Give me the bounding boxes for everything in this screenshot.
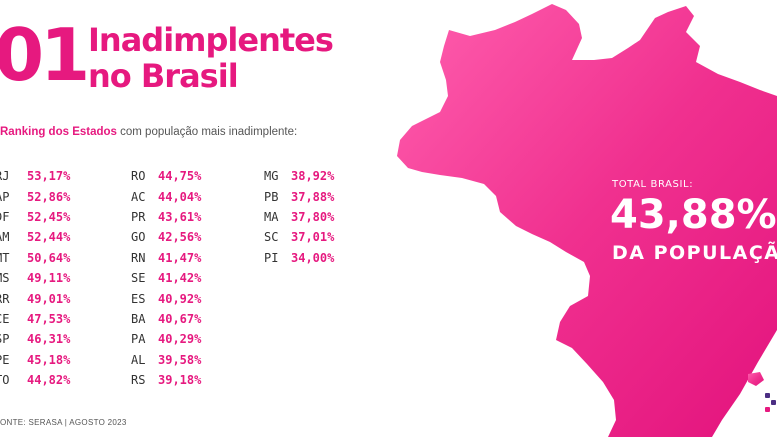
state-code: AM — [0, 230, 10, 245]
state-percentage: 45,18% — [27, 352, 71, 367]
ranking-row: PI 34,00% — [264, 248, 334, 268]
ranking-row: DF 52,45% — [0, 207, 70, 227]
state-code: DF — [0, 209, 10, 224]
state-percentage: 41,42% — [158, 271, 202, 286]
state-percentage: 39,18% — [158, 373, 202, 388]
state-code: GO — [131, 230, 146, 245]
state-code: SP — [0, 332, 10, 347]
ranking-row: SP 46,31% — [0, 329, 70, 349]
state-code: RN — [131, 250, 146, 265]
state-percentage: 44,82% — [27, 373, 71, 388]
state-code: AP — [0, 189, 10, 204]
ranking-row: SC 37,01% — [264, 227, 334, 247]
state-code: RO — [131, 169, 146, 184]
state-percentage: 44,75% — [158, 169, 202, 184]
state-percentage: 53,17% — [27, 169, 71, 184]
state-code: PR — [131, 209, 146, 224]
ranking-row: BA 40,67% — [131, 309, 201, 329]
state-code: RR — [0, 291, 10, 306]
brand-logo-icon — [765, 393, 776, 412]
ranking-row: SE 41,42% — [131, 268, 201, 288]
ranking-row: AL 39,58% — [131, 350, 201, 370]
state-code: PI — [264, 250, 279, 265]
state-code: SC — [264, 230, 279, 245]
state-code: MA — [264, 209, 279, 224]
state-code: MG — [264, 169, 279, 184]
state-percentage: 38,92% — [291, 169, 335, 184]
state-code: CE — [0, 311, 10, 326]
ranking-row: ES 40,92% — [131, 288, 201, 308]
state-percentage: 52,86% — [27, 189, 71, 204]
ranking-subtitle-highlight: Ranking dos Estados — [0, 126, 117, 138]
state-code: BA — [131, 311, 146, 326]
ranking-row: MG 38,92% — [264, 166, 334, 186]
total-label: TOTAL BRASIL: — [612, 179, 694, 190]
state-percentage: 40,92% — [158, 291, 202, 306]
ranking-row: RJ 53,17% — [0, 166, 70, 186]
page-title: Inadimplentes no Brasil — [88, 21, 334, 95]
ranking-row: MS 49,11% — [0, 268, 70, 288]
title-line-1: Inadimplentes — [88, 21, 334, 59]
title-line-2: no Brasil — [88, 57, 239, 95]
state-percentage: 40,29% — [158, 332, 202, 347]
state-code: SE — [131, 271, 146, 286]
ranking-row: CE 47,53% — [0, 309, 70, 329]
state-percentage: 52,44% — [27, 230, 71, 245]
state-percentage: 39,58% — [158, 352, 202, 367]
state-percentage: 50,64% — [27, 250, 71, 265]
state-code: RJ — [0, 169, 10, 184]
section-number: 01 — [0, 13, 90, 97]
state-percentage: 46,31% — [27, 332, 71, 347]
ranking-row: AM 52,44% — [0, 227, 70, 247]
state-percentage: 49,01% — [27, 291, 71, 306]
ranking-row: AP 52,86% — [0, 186, 70, 206]
ranking-row: AC 44,04% — [131, 186, 201, 206]
ranking-subtitle: Ranking dos Estados com população mais i… — [0, 126, 297, 138]
ranking-row: MT 50,64% — [0, 248, 70, 268]
ranking-row: TO 44,82% — [0, 370, 70, 390]
state-code: TO — [0, 373, 10, 388]
state-percentage: 37,88% — [291, 189, 335, 204]
state-code: MT — [0, 250, 10, 265]
ranking-row: PB 37,88% — [264, 186, 334, 206]
state-code: AC — [131, 189, 146, 204]
state-code: PE — [0, 352, 10, 367]
total-value: 43,88% — [610, 192, 777, 238]
source-footnote: ONTE: SERASA | AGOSTO 2023 — [0, 418, 127, 427]
ranking-column-3: MG 38,92% PB 37,88% MA 37,80% SC 37,01% PI 34… — [264, 166, 334, 268]
ranking-row: RN 41,47% — [131, 248, 201, 268]
state-code: RS — [131, 373, 146, 388]
ranking-column-1: RJ 53,17% AP 52,86% DF 52,45% AM 52,44% MT 50… — [0, 166, 70, 390]
state-code: PA — [131, 332, 146, 347]
ranking-row: MA 37,80% — [264, 207, 334, 227]
ranking-row: PA 40,29% — [131, 329, 201, 349]
ranking-row: GO 42,56% — [131, 227, 201, 247]
state-percentage: 47,53% — [27, 311, 71, 326]
state-percentage: 44,04% — [158, 189, 202, 204]
state-percentage: 37,01% — [291, 230, 335, 245]
state-percentage: 40,67% — [158, 311, 202, 326]
state-percentage: 43,61% — [158, 209, 202, 224]
state-percentage: 52,45% — [27, 209, 71, 224]
ranking-row: PE 45,18% — [0, 350, 70, 370]
state-code: MS — [0, 271, 10, 286]
ranking-row: RR 49,01% — [0, 288, 70, 308]
state-code: AL — [131, 352, 146, 367]
state-code: ES — [131, 291, 146, 306]
state-code: PB — [264, 189, 279, 204]
ranking-subtitle-rest: com população mais inadimplente: — [116, 126, 298, 138]
state-percentage: 34,00% — [291, 250, 335, 265]
ranking-row: RS 39,18% — [131, 370, 201, 390]
ranking-row: PR 43,61% — [131, 207, 201, 227]
ranking-row: RO 44,75% — [131, 166, 201, 186]
ranking-column-2: RO 44,75% AC 44,04% PR 43,61% GO 42,56% RN 41… — [131, 166, 201, 390]
state-percentage: 41,47% — [158, 250, 202, 265]
state-percentage: 42,56% — [158, 230, 202, 245]
state-percentage: 37,80% — [291, 209, 335, 224]
state-percentage: 49,11% — [27, 271, 71, 286]
